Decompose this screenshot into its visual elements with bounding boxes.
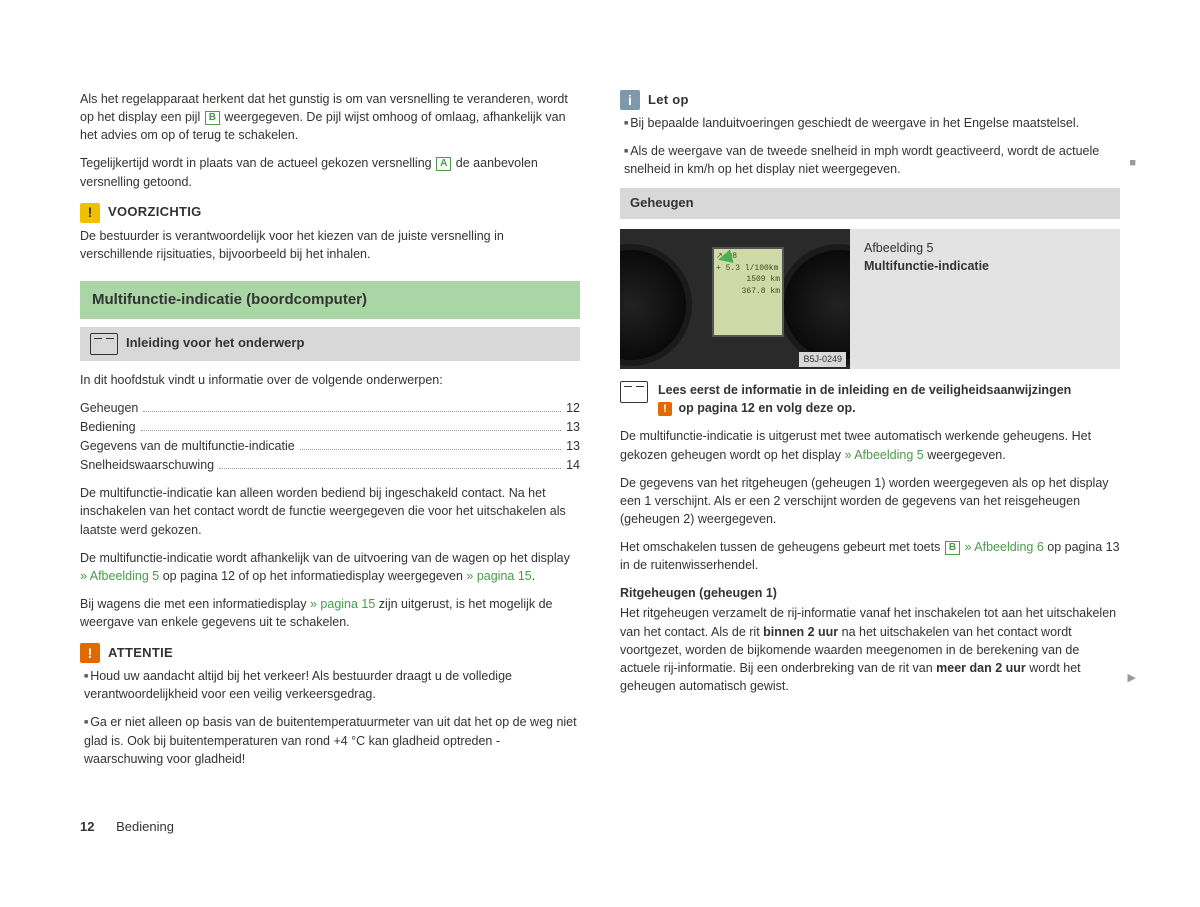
paragraph: Bij wagens die met een informatiedisplay… — [80, 595, 580, 631]
inline-tag-b: B — [945, 541, 960, 555]
figure-ref: B5J-0249 — [799, 352, 846, 367]
toc-dots — [219, 468, 561, 469]
lcd-line: 367.8 km — [716, 286, 780, 298]
paragraph: De gegevens van het ritgeheugen (geheuge… — [620, 474, 1120, 528]
toc-label: Snelheidswaarschuwing — [80, 456, 214, 474]
page-number: 12 — [80, 819, 94, 834]
figure-number: Afbeelding 5 — [864, 239, 989, 257]
toc-label: Geheugen — [80, 399, 138, 417]
cross-ref-link[interactable]: » pagina 15 — [310, 597, 375, 611]
cross-ref-link[interactable]: » Afbeelding 6 — [965, 540, 1044, 554]
text: De gegevens van het ritgeheugen (geheuge… — [620, 476, 1109, 526]
text: De multifunctie-indicatie wordt afhankel… — [80, 551, 570, 565]
paragraph: Als het regelapparaat herkent dat het gu… — [80, 90, 580, 144]
subheading: Ritgeheugen (geheugen 1) — [620, 584, 1120, 602]
warning-small-icon: ! — [658, 402, 672, 416]
section-grey-label: Inleiding voor het onderwerp — [126, 334, 304, 353]
paragraph: Tegelijkertijd wordt in plaats van de ac… — [80, 154, 580, 190]
inline-tag-a: A — [436, 157, 451, 171]
read-first-text: op pagina 12 en volg deze op. — [675, 401, 856, 415]
caution-icon: ! — [80, 203, 100, 223]
figure-title: Multifunctie-indicatie — [864, 257, 989, 275]
toc-row: Geheugen 12 — [80, 399, 580, 417]
text: Het omschakelen tussen de geheugens gebe… — [620, 540, 944, 554]
note-box: i Let op Bij bepaalde landuitvoeringen g… — [620, 90, 1120, 178]
paragraph: De multifunctie-indicatie kan alleen wor… — [80, 484, 580, 538]
book-icon — [90, 333, 118, 355]
lcd-line: 1509 km — [716, 274, 780, 286]
section-grey-label: Geheugen — [630, 194, 694, 213]
toc-page: 14 — [566, 456, 580, 474]
paragraph: Het omschakelen tussen de geheugens gebe… — [620, 538, 1120, 574]
text: Tegelijkertijd wordt in plaats van de ac… — [80, 156, 435, 170]
cross-ref-link[interactable]: » pagina 15 — [466, 569, 531, 583]
footer-section: Bediening — [116, 819, 174, 834]
toc-dots — [143, 411, 561, 412]
toc-dots — [141, 430, 561, 431]
continue-arrow-icon: ▶ — [1128, 671, 1136, 687]
figure-image: ↗ 08 + 5.3 l/100km 1509 km 367.8 km B5J-… — [620, 229, 850, 369]
toc-page: 13 — [566, 437, 580, 455]
figure-box: ↗ 08 + 5.3 l/100km 1509 km 367.8 km B5J-… — [620, 229, 1120, 369]
toc-dots — [300, 449, 561, 450]
warning-icon: ! — [80, 643, 100, 663]
toc-row: Bediening 13 — [80, 418, 580, 436]
toc-label: Bediening — [80, 418, 136, 436]
read-first-text: Lees eerst de informatie in de inleiding… — [658, 383, 1071, 397]
note-bullet: Als de weergave van de tweede snelheid i… — [620, 142, 1120, 178]
toc-row: Gegevens van de multifunctie-indicatie 1… — [80, 437, 580, 455]
section-heading-grey: Inleiding voor het onderwerp — [80, 327, 580, 361]
section-heading-grey: Geheugen — [620, 188, 1120, 219]
section-heading-green: Multifunctie-indicatie (boordcomputer) — [80, 281, 580, 319]
cross-ref-link[interactable]: » Afbeelding 5 — [844, 448, 923, 462]
warning-bullet: Ga er niet alleen op basis van de buiten… — [80, 713, 580, 767]
section-end-marker: ■ — [1129, 156, 1136, 172]
info-icon: i — [620, 90, 640, 110]
paragraph: De multifunctie-indicatie is uitgerust m… — [620, 427, 1120, 463]
toc-label: Gegevens van de multifunctie-indicatie — [80, 437, 295, 455]
toc-row: Snelheidswaarschuwing 14 — [80, 456, 580, 474]
note-bullet: Bij bepaalde landuitvoeringen geschiedt … — [620, 114, 1120, 132]
paragraph: De multifunctie-indicatie wordt afhankel… — [80, 549, 580, 585]
figure-caption: Afbeelding 5 Multifunctie-indicatie — [850, 229, 1003, 369]
text: . — [532, 569, 535, 583]
text: op pagina 12 of op het informatiedisplay… — [159, 569, 466, 583]
warning-title: ATTENTIE — [108, 644, 173, 663]
warning-box: ! ATTENTIE Houd uw aandacht altijd bij h… — [80, 643, 580, 768]
read-first-block: Lees eerst de informatie in de inleiding… — [620, 381, 1120, 417]
bold-text: meer dan 2 uur — [936, 661, 1026, 675]
caution-box: ! VOORZICHTIG De bestuurder is verantwoo… — [80, 203, 580, 263]
page-footer: 12 Bediening — [80, 818, 1120, 837]
warning-bullet: Houd uw aandacht altijd bij het verkeer!… — [80, 667, 580, 703]
note-title: Let op — [648, 91, 689, 110]
toc-intro: In dit hoofdstuk vindt u informatie over… — [80, 371, 580, 389]
dial-right — [778, 244, 850, 366]
toc-page: 13 — [566, 418, 580, 436]
dial-left — [620, 244, 692, 366]
cross-ref-link[interactable]: » Afbeelding 5 — [80, 569, 159, 583]
toc-page: 12 — [566, 399, 580, 417]
caution-text: De bestuurder is verantwoordelijk voor h… — [80, 227, 580, 263]
paragraph: Het ritgeheugen verzamelt de rij-informa… — [620, 604, 1120, 695]
book-icon — [620, 381, 648, 403]
bold-text: binnen 2 uur — [763, 625, 838, 639]
text: weergegeven. — [924, 448, 1006, 462]
inline-tag-b: B — [205, 111, 220, 125]
text: Bij wagens die met een informatiedisplay — [80, 597, 310, 611]
caution-title: VOORZICHTIG — [108, 203, 202, 222]
